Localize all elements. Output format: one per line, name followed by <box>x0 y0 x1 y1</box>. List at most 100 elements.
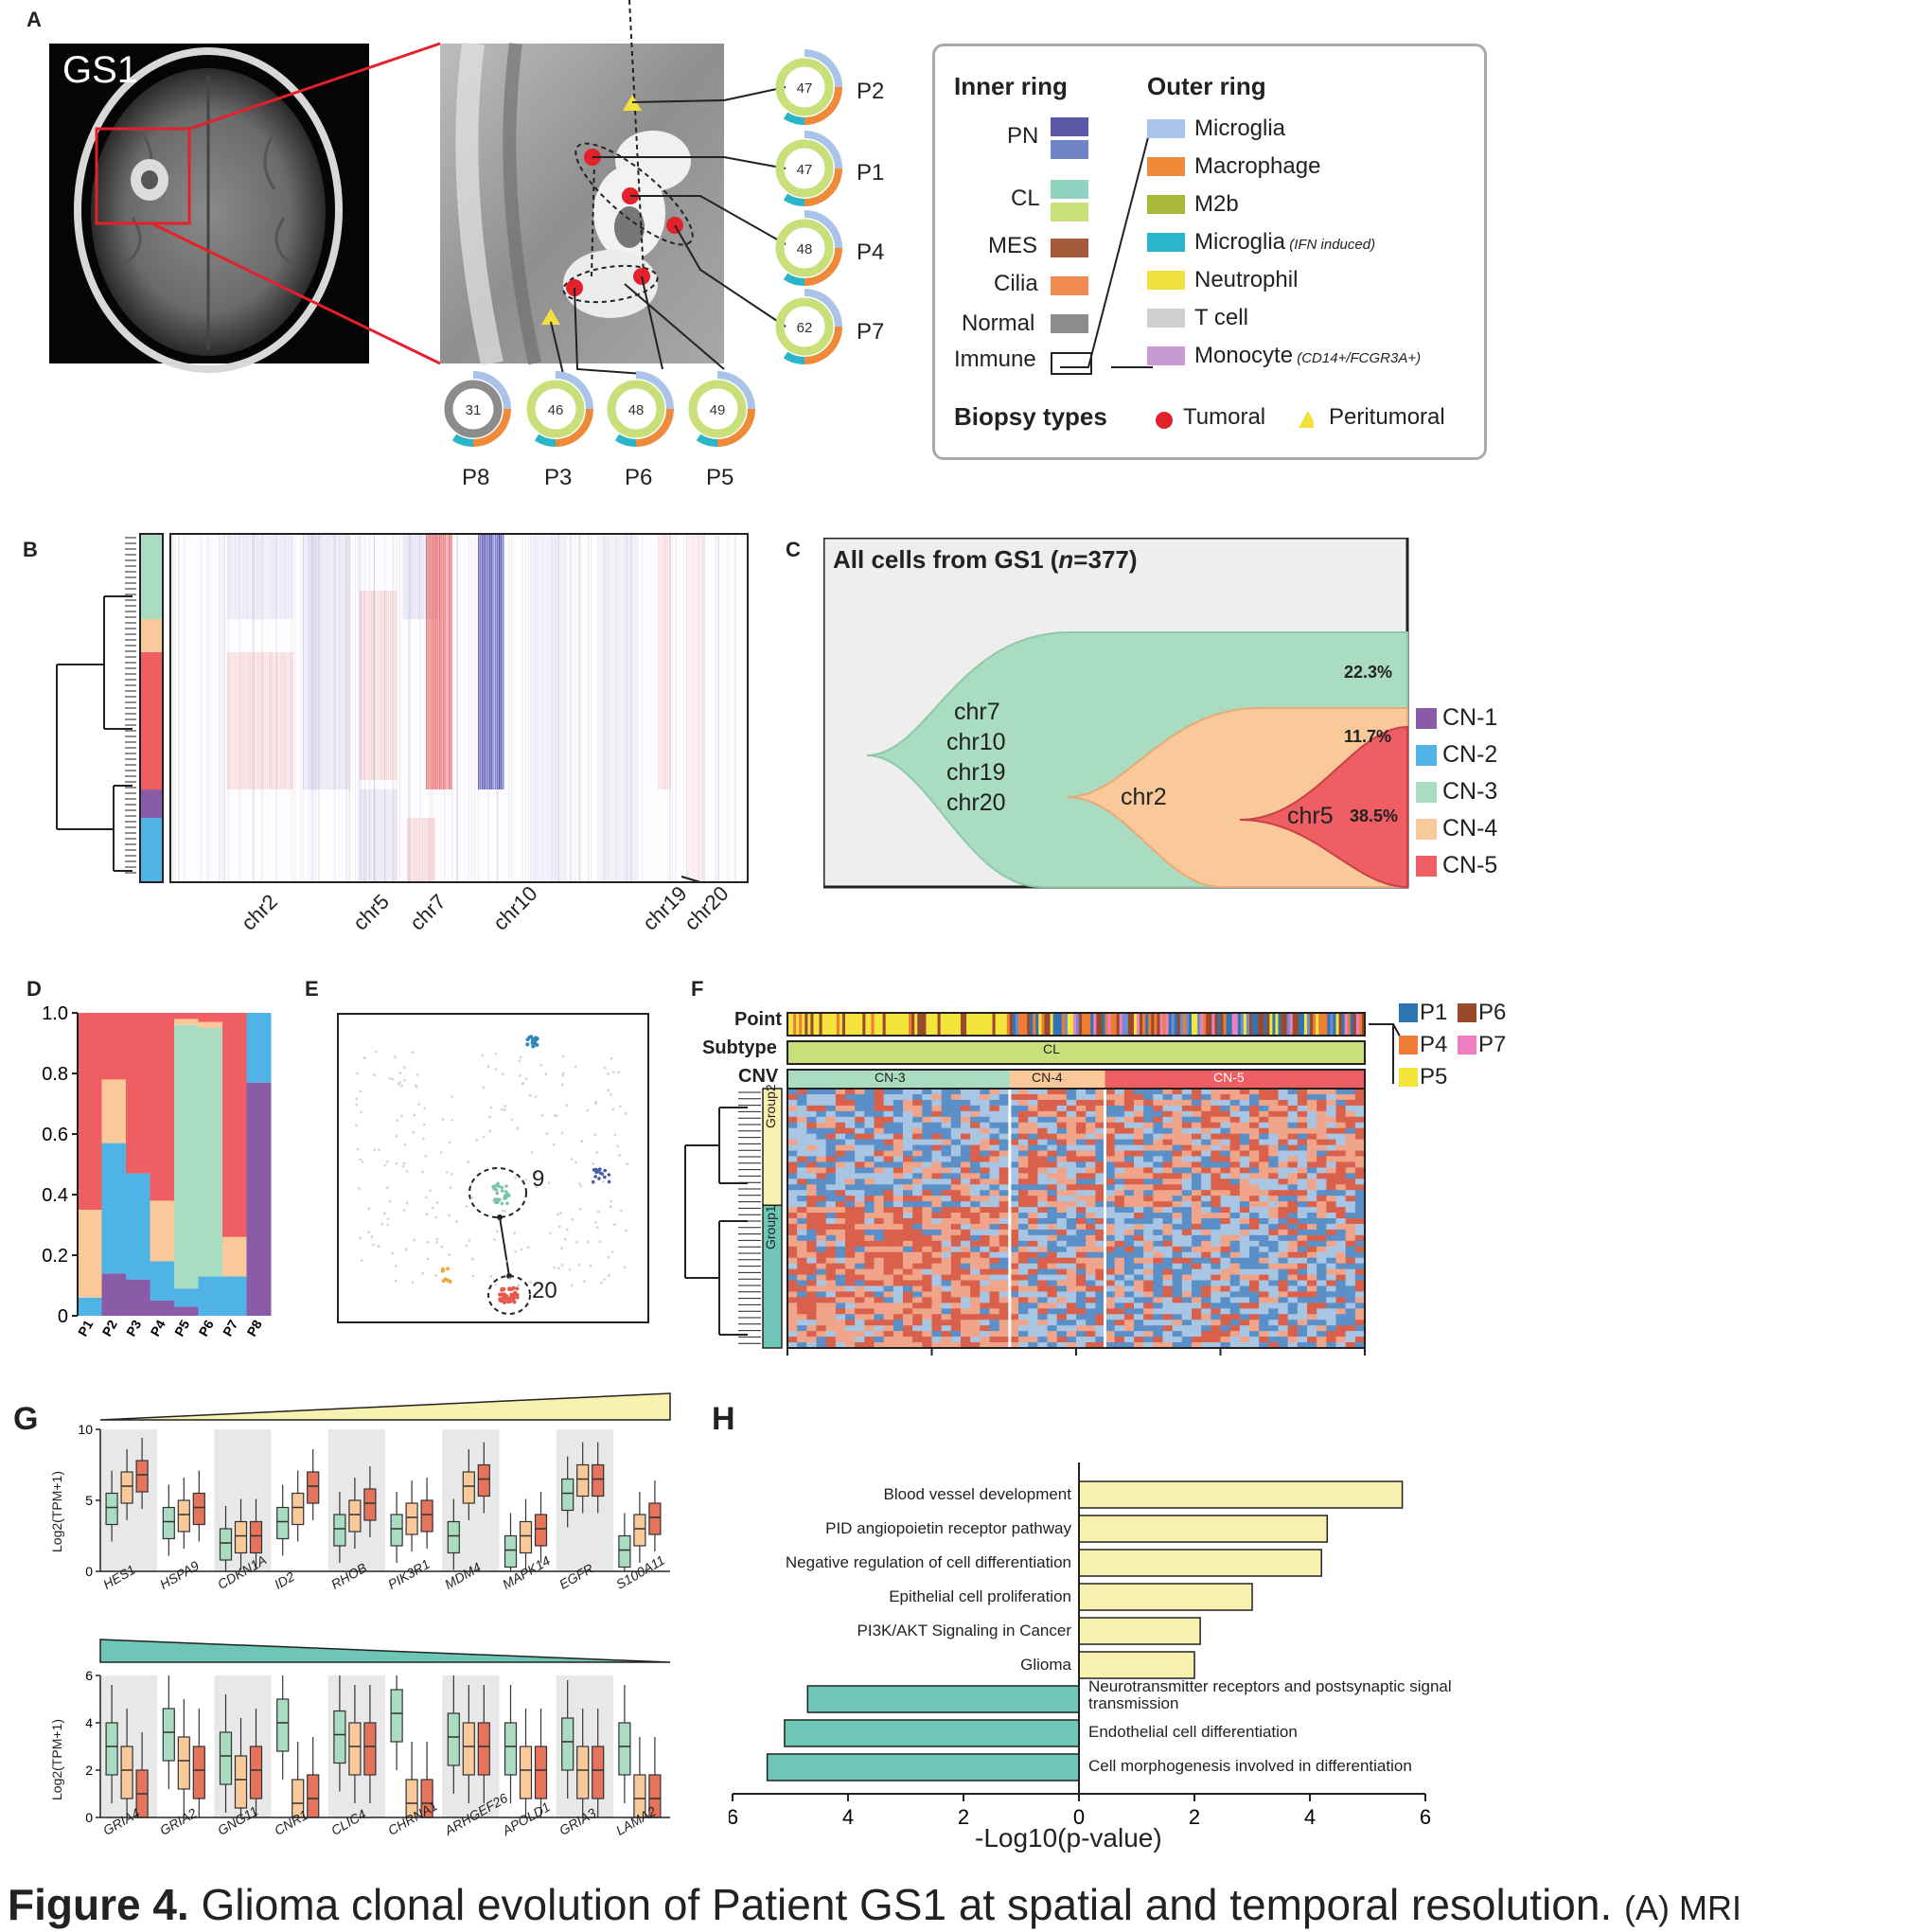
donut-value: 49 <box>710 402 726 418</box>
box <box>477 1463 490 1498</box>
panel-c-fish-plot <box>823 538 1409 889</box>
panel-label-d: D <box>27 977 42 1001</box>
box <box>105 1722 118 1776</box>
box <box>633 1514 646 1547</box>
box <box>333 1514 346 1547</box>
cn-legend-swatch <box>1416 782 1437 803</box>
panel-h-xlabel: -Log10(p-value) <box>975 1823 1162 1852</box>
pct-cn5: 38.5% <box>1350 806 1399 825</box>
box <box>105 1492 118 1526</box>
panel-label-g: G <box>13 1401 39 1437</box>
enrichment-bar <box>1078 1651 1195 1679</box>
bar-category-label: P6 <box>195 1317 217 1338</box>
x-tick-label: 4 <box>842 1805 854 1829</box>
peritumoral-marker-p8 <box>541 309 560 325</box>
pct-cn3: 22.3% <box>1344 663 1393 682</box>
stacked-bar-segment <box>198 1021 223 1028</box>
term-label: Cell morphogenesis involved in different… <box>1088 1757 1412 1775</box>
box <box>561 1717 574 1771</box>
box <box>519 1746 533 1799</box>
donut-value: 47 <box>797 80 813 97</box>
x-tick-label: 6 <box>1420 1805 1431 1829</box>
term-label: Negative regulation of cell differentiat… <box>785 1553 1071 1571</box>
outer-swatch <box>1147 157 1185 176</box>
outer-swatch <box>1147 271 1185 290</box>
term-label: Endothelial cell differentiation <box>1088 1723 1298 1741</box>
outer-swatch <box>1147 233 1185 252</box>
stacked-bar-segment <box>246 1082 272 1316</box>
donut-label: P5 <box>706 465 734 490</box>
outer-item-label: Monocyte (CD14+/FCGR3A+) <box>1194 343 1422 368</box>
box <box>390 1514 403 1547</box>
stacked-bar-segment <box>126 1013 150 1174</box>
stacked-bar-segment <box>198 1013 223 1022</box>
cnv-heatmap-cells <box>170 534 749 882</box>
panel-f-expression-heatmap: 050100150200 <box>684 1012 1401 1356</box>
outer-item-label: Neutrophil <box>1194 267 1299 292</box>
panel-g-ylabel-bottom: Log2(TPM+1) <box>49 1719 64 1800</box>
panel-g-boxplots: 10 5 0 6 4 2 0 <box>78 1392 671 1825</box>
enrichment-bar <box>1078 1480 1404 1509</box>
point-legend-swatch <box>1399 1003 1418 1022</box>
y-tick-label: 0.6 <box>42 1125 68 1145</box>
point-legend-swatch <box>1458 1003 1476 1022</box>
donut-value: 62 <box>797 320 813 336</box>
panel-f-dendrogram <box>684 1091 761 1344</box>
outer-swatch <box>1147 346 1185 365</box>
y-tick-label: 0.8 <box>42 1064 68 1085</box>
box <box>405 1502 418 1535</box>
inner-item-immune: Immune <box>954 346 1036 372</box>
cnv-label-cn4: CN-4 <box>1032 1070 1063 1085</box>
inner-swatch <box>1051 140 1088 159</box>
x-tick-label: 2 <box>958 1805 969 1829</box>
term-label: PID angiopoietin receptor pathway <box>825 1519 1071 1537</box>
box <box>504 1722 518 1776</box>
stacked-bar-segment <box>126 1279 150 1316</box>
cn-legend-swatch <box>1416 819 1437 840</box>
stacked-bar-segment <box>150 1200 175 1262</box>
donut-label: P7 <box>857 319 884 345</box>
cluster-20-outline <box>487 1275 531 1315</box>
stacked-bar-segment <box>174 1013 199 1019</box>
stacked-bar-segment <box>174 1288 199 1307</box>
outer-item-label: Macrophage <box>1194 153 1321 179</box>
box <box>576 1746 590 1799</box>
biopsy-tumoral-label: Tumoral <box>1183 404 1266 430</box>
box <box>219 1528 233 1561</box>
clone-cn5-shape <box>1239 725 1408 889</box>
point-legend-swatch <box>1399 1068 1418 1087</box>
box <box>162 1506 175 1540</box>
stacked-bar-segment <box>222 1276 247 1316</box>
point-legend-label: P1 <box>1420 1000 1448 1025</box>
stacked-bar-segment <box>101 1079 127 1143</box>
box <box>447 1712 460 1766</box>
enrichment-bar <box>766 1753 1080 1781</box>
y-tick-label: 5 <box>85 1493 93 1508</box>
box <box>390 1689 403 1743</box>
box <box>276 1698 290 1752</box>
panel-c-title: All cells from GS1 (n=377) <box>833 545 1138 574</box>
panel-a-graphic <box>49 0 787 375</box>
box <box>534 1746 548 1799</box>
inner-swatch <box>1051 276 1088 295</box>
y-tick-label: 6 <box>85 1668 93 1683</box>
y-tick-label: 2 <box>85 1763 93 1778</box>
skull-ring <box>74 47 343 373</box>
box <box>363 1488 377 1521</box>
clone-label-chr19: chr19 <box>946 759 1006 786</box>
y-tick-label: 1.0 <box>42 1003 68 1024</box>
cnv-label-cn3: CN-3 <box>875 1070 906 1085</box>
point-legend-label: P6 <box>1478 1000 1507 1025</box>
row-label-point: Point <box>734 1009 782 1030</box>
legend-bracket <box>1060 118 1154 368</box>
group2-label: Group2 <box>763 1084 778 1128</box>
panel-d-stacked-bar: P1 P2 P3 P4 P5 P6 P7 P8 0 0.2 0.4 0.6 0.8 1.0 <box>42 1003 272 1338</box>
subtype-label-cl: CL <box>1043 1041 1060 1056</box>
donut-p7: 62 <box>775 289 842 365</box>
box <box>192 1492 205 1526</box>
box <box>648 1502 662 1535</box>
term-label: Epithelial cell proliferation <box>889 1587 1071 1605</box>
group1-label: Group1 <box>763 1205 778 1250</box>
panel-label-h: H <box>712 1401 735 1437</box>
donut-p4: 48 <box>775 210 842 287</box>
